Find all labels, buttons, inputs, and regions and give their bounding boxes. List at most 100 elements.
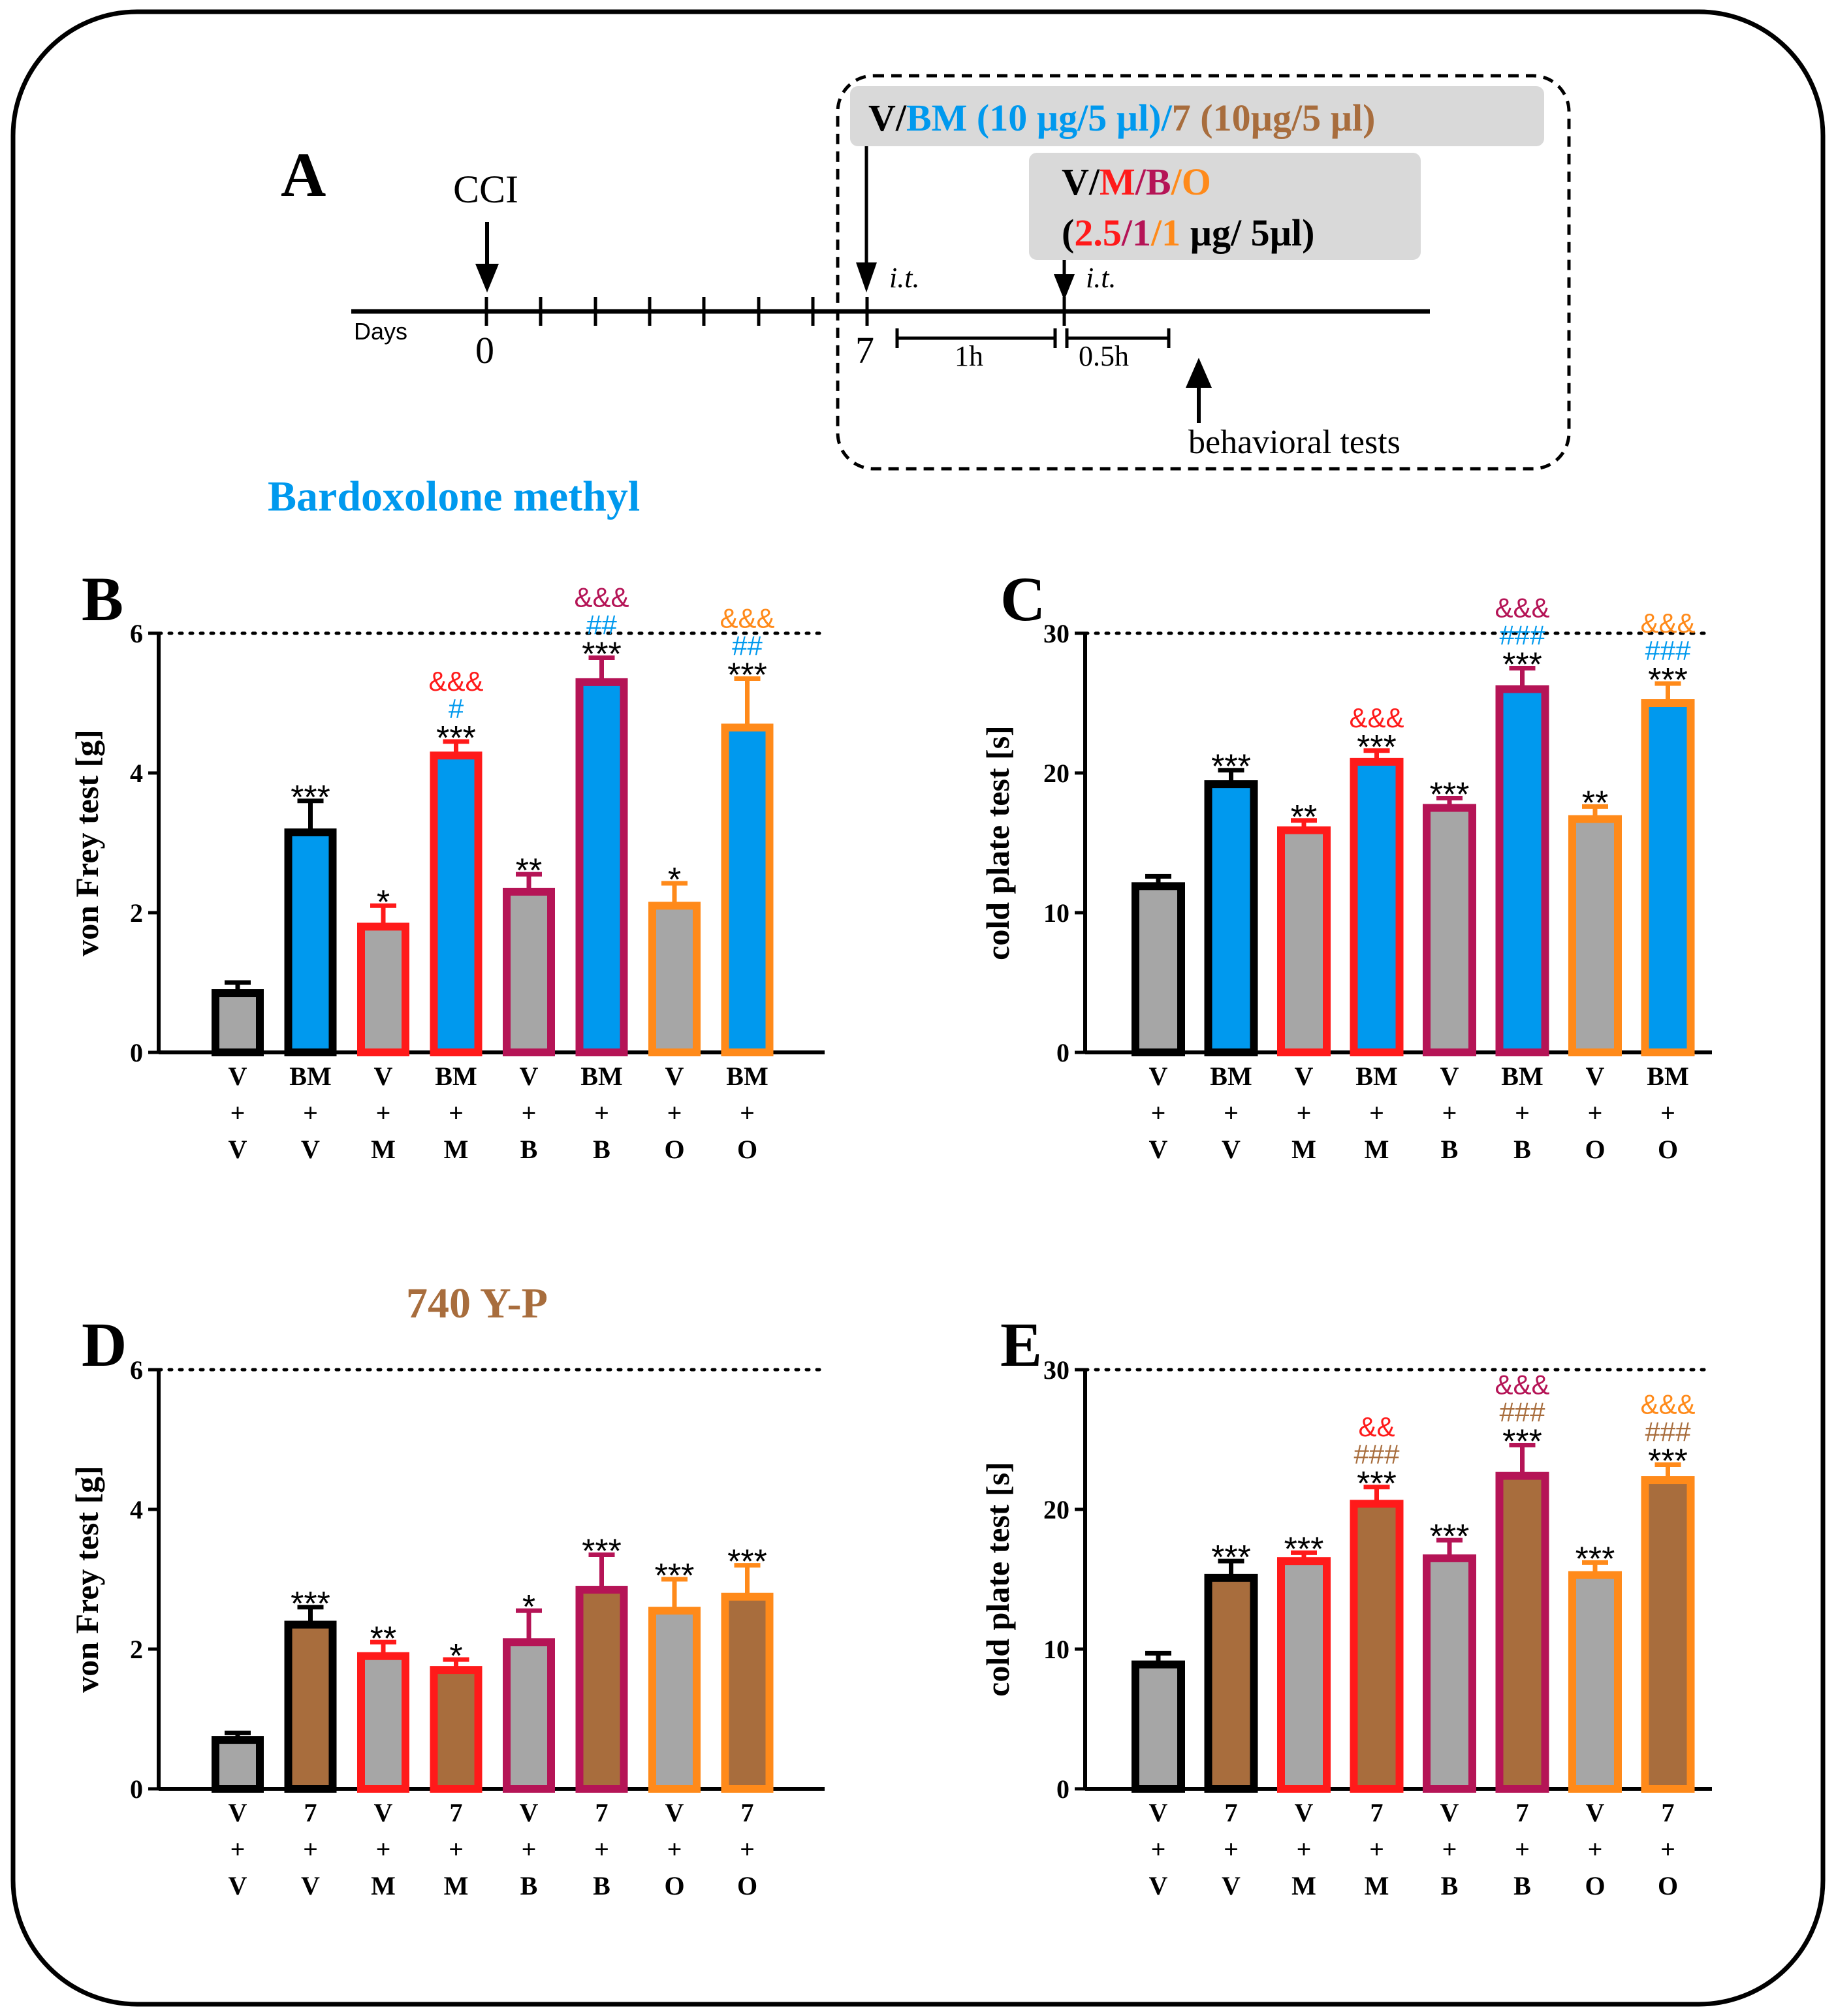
x-category-label: + [1151,1835,1166,1864]
panel-label-b: B [82,564,123,634]
dose-box-1 [850,86,1544,146]
duration-brackets [895,328,1171,348]
bar [1568,815,1622,1056]
behavioral-arrowhead [1186,358,1212,388]
day-7-label: 7 [855,329,874,371]
significance-mark: *** [1430,776,1470,814]
bar [1350,757,1404,1056]
x-category-label: 7 [450,1798,463,1827]
day-0-label: 0 [475,329,494,371]
y-axis-title: cold plate test [s] [979,725,1016,960]
x-category-label: + [303,1098,318,1127]
x-category-label: + [522,1098,537,1127]
x-category-label: V [520,1798,539,1827]
x-category-label: B [1441,1871,1459,1900]
x-category-label: V [301,1871,320,1900]
x-category-label: V [1586,1062,1605,1091]
x-category-label: BM [580,1062,622,1091]
y-tick-label: 0 [1056,1038,1069,1067]
x-category-label: V [229,1871,247,1900]
x-category-label: V [1222,1871,1241,1900]
bar [1423,804,1476,1056]
x-category-label: V [229,1135,247,1164]
bar [430,751,483,1056]
x-category-label: O [1585,1871,1605,1900]
cci-label: CCI [453,168,518,211]
x-category-label: B [1441,1135,1459,1164]
bar [721,723,774,1056]
x-category-label: V [1149,1062,1168,1091]
x-category-label: V [374,1798,393,1827]
x-category-label: V [301,1135,320,1164]
x-category-label: + [740,1835,755,1864]
x-category-label: V [229,1062,247,1091]
significance-mark: &&& [720,603,774,634]
x-category-label: V [1222,1135,1241,1164]
bar [357,1652,409,1793]
bar [1204,1573,1258,1793]
bar [212,989,264,1057]
bar [1277,826,1331,1056]
y-tick-label: 0 [1056,1774,1069,1804]
x-category-label: V [374,1062,393,1091]
x-category-label: V [1149,1871,1168,1900]
x-category-label: 7 [1662,1798,1675,1827]
significance-mark: *** [1211,1539,1251,1577]
bar [1568,1571,1622,1793]
bar [721,1592,774,1793]
x-category-label: + [303,1835,318,1864]
dose-box-2-line1: V/M/B/O [1062,161,1211,203]
bar [648,902,701,1057]
dose-box-2-unit: µg/ 5µl) [1180,212,1314,254]
it-label-2: i.t. [1086,262,1116,294]
bar [1495,1472,1549,1793]
significance-mark: *** [291,779,330,817]
panel-label-d: D [82,1310,127,1379]
significance-mark: ### [1353,1439,1400,1470]
x-category-label: B [1513,1871,1531,1900]
dose-box-2-sep1: / [1121,212,1133,254]
x-category-label: BM [1355,1062,1397,1091]
significance-mark: ### [1499,1397,1545,1428]
dose-box-2-sep2: / [1150,212,1162,254]
x-category-label: + [449,1835,464,1864]
x-category-label: V [1295,1062,1314,1091]
x-category-label: + [1515,1098,1530,1127]
significance-mark: ** [1291,798,1317,836]
x-category-label: + [1224,1098,1239,1127]
dose-box-2-o: O [1182,161,1211,203]
y-tick-label: 4 [130,1495,143,1524]
significance-mark: *** [1575,1540,1615,1578]
x-category-label: M [371,1871,396,1900]
x-category-label: BM [1647,1062,1688,1091]
x-category-label: + [1297,1098,1312,1127]
x-category-label: BM [435,1062,477,1091]
significance-mark: *** [1430,1518,1470,1556]
x-category-label: BM [1210,1062,1252,1091]
x-category-label: O [1658,1135,1678,1164]
x-category-label: + [740,1098,755,1127]
significance-mark: *** [655,1557,695,1595]
bar [284,1620,337,1793]
x-category-label: V [229,1798,247,1827]
x-category-label: 7 [595,1798,609,1827]
bar [1423,1554,1476,1793]
significance-mark: *** [582,1533,622,1571]
bar [1495,685,1549,1056]
significance-mark: *** [1357,1465,1397,1503]
significance-mark: &&& [1495,593,1549,623]
y-tick-label: 30 [1043,619,1069,648]
dose-box-2-m-dose: 2.5 [1074,212,1122,254]
dose-box-1-text: V/BM (10 µg/5 µl)/7 (10µg/5 µl) [868,97,1375,139]
timeline-ticks [484,297,1066,326]
duration-05h: 0.5h [1079,340,1129,372]
panel-label-c: C [1000,564,1045,634]
x-category-label: O [737,1135,757,1164]
bar [357,922,409,1057]
x-category-label: M [444,1871,469,1900]
x-category-label: + [1660,1098,1675,1127]
x-category-label: V [665,1062,684,1091]
y-tick-label: 10 [1043,898,1069,928]
